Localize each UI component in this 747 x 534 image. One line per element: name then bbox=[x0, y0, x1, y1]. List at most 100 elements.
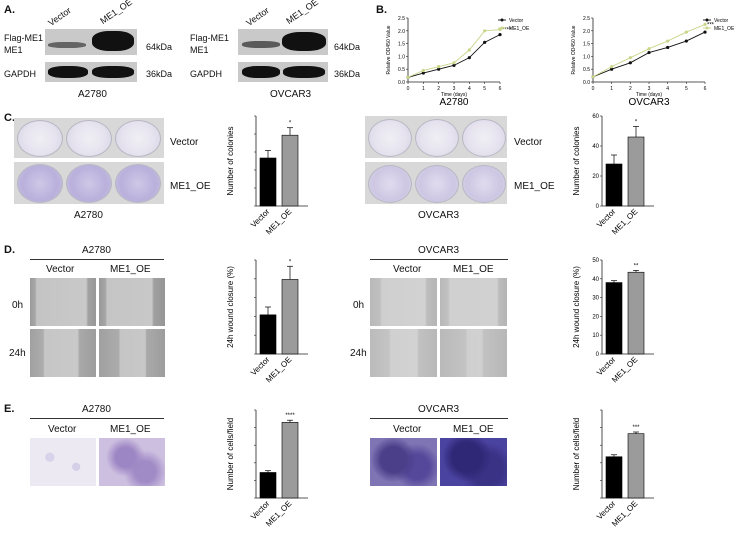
wound-col-me1-oe: ME1_OE bbox=[453, 264, 494, 275]
blot-col-vector: Vector bbox=[46, 5, 73, 28]
colony-dish bbox=[66, 164, 112, 203]
transwell-image bbox=[30, 438, 96, 486]
colony-dish bbox=[415, 119, 459, 157]
blot-col-me1-oe: ME1_OE bbox=[98, 0, 134, 26]
band-vector-gapdh bbox=[48, 66, 88, 78]
colony-dish bbox=[17, 164, 63, 203]
blot-cell-line: OVCAR3 bbox=[270, 89, 312, 100]
data-point-ME1_OE bbox=[703, 22, 707, 26]
x-tick-label: 5 bbox=[685, 86, 688, 92]
y-axis-label: Relative OD450 Value bbox=[571, 25, 577, 74]
x-tick-label: 5 bbox=[483, 86, 486, 92]
data-point-Vector bbox=[467, 56, 471, 60]
data-point-ME1_OE bbox=[684, 30, 688, 34]
y-tick-label: 60 bbox=[592, 114, 599, 120]
data-point-ME1_OE bbox=[437, 65, 441, 69]
data-point-ME1_OE bbox=[647, 47, 651, 51]
significance-marker: ** bbox=[634, 263, 639, 269]
y-axis-label: 24h wound closure (%) bbox=[226, 266, 235, 348]
x-tick-label: 4 bbox=[468, 86, 471, 92]
wound-row-0h: 0h bbox=[12, 300, 24, 311]
y-axis-label: 24h wound closure (%) bbox=[572, 266, 581, 348]
colony-dish bbox=[462, 119, 506, 157]
y-tick-label: 1.0 bbox=[398, 54, 405, 60]
plate-row-me1-oe bbox=[14, 162, 164, 204]
significance-marker: *** bbox=[632, 425, 640, 431]
data-point-Vector bbox=[437, 67, 441, 71]
chart-title: A2780 bbox=[440, 97, 469, 106]
bar-Vector bbox=[605, 163, 623, 207]
y-axis-label: Number of colonies bbox=[226, 127, 235, 196]
blot-row-flag-me1: Flag-ME1 bbox=[190, 33, 230, 43]
legend-marker bbox=[705, 26, 709, 30]
transwell-image bbox=[440, 438, 507, 486]
bar-ME1_OE bbox=[627, 433, 645, 499]
band-me1-oe-flag-me1 bbox=[282, 32, 326, 51]
x-tick-label: 6 bbox=[704, 86, 707, 92]
colony-dish bbox=[462, 165, 506, 203]
colony-dish bbox=[368, 119, 412, 157]
blot-size-64: 64kDa bbox=[146, 42, 173, 52]
wound-row-0h: 0h bbox=[353, 300, 365, 311]
data-point-Vector bbox=[703, 30, 707, 34]
data-point-ME1_OE bbox=[591, 75, 595, 79]
wound-header-rule bbox=[30, 259, 164, 260]
data-point-Vector bbox=[452, 63, 456, 67]
wound-image bbox=[30, 278, 96, 326]
wound-image bbox=[370, 329, 437, 377]
legend-label: ME1_OE bbox=[509, 26, 530, 32]
y-tick-label: 2.5 bbox=[398, 16, 405, 22]
y-tick-label: 20 bbox=[592, 314, 599, 320]
bar-Vector bbox=[259, 157, 277, 207]
panel-label-c: C. bbox=[4, 112, 15, 124]
significance-marker: **** bbox=[285, 413, 295, 419]
wound-header-rule bbox=[370, 259, 508, 260]
data-point-ME1_OE bbox=[666, 39, 670, 43]
colony-dish bbox=[115, 164, 161, 203]
wound-image bbox=[440, 329, 507, 377]
x-tick-label: 1 bbox=[422, 86, 425, 92]
transwell-image bbox=[370, 438, 437, 486]
data-point-ME1_OE bbox=[467, 48, 471, 52]
wound-col-vector: Vector bbox=[46, 264, 75, 275]
transwell-header-rule bbox=[30, 418, 164, 419]
x-tick-label: 4 bbox=[666, 86, 669, 92]
colony-dish bbox=[66, 120, 112, 157]
transwell-col-vector: Vector bbox=[393, 424, 422, 435]
wound-col-me1-oe: ME1_OE bbox=[110, 264, 151, 275]
bar-ME1_OE bbox=[281, 422, 299, 499]
data-point-Vector bbox=[421, 71, 425, 75]
data-point-Vector bbox=[666, 45, 670, 50]
y-axis-label: Number of colonies bbox=[572, 127, 581, 196]
blot-row-me1: ME1 bbox=[4, 45, 23, 55]
data-point-Vector bbox=[647, 50, 651, 55]
plate-row-vector bbox=[365, 116, 507, 158]
y-tick-label: 40 bbox=[592, 277, 599, 283]
significance-marker: * bbox=[635, 120, 638, 126]
x-tick-label: 3 bbox=[453, 86, 456, 92]
transwell-col-me1-oe: ME1_OE bbox=[453, 424, 494, 435]
bar-ME1_OE bbox=[627, 271, 645, 355]
bar-ME1_OE bbox=[627, 136, 645, 207]
colony-dish bbox=[415, 165, 459, 203]
y-axis-label: Relative OD450 Value bbox=[386, 25, 392, 74]
panel-label-a: A. bbox=[4, 4, 15, 16]
x-tick-label: 3 bbox=[648, 86, 651, 92]
data-point-ME1_OE bbox=[406, 75, 410, 79]
blot-col-vector: Vector bbox=[244, 5, 271, 28]
blot-col-me1-oe: ME1_OE bbox=[284, 0, 320, 26]
bar-ME1_OE bbox=[281, 134, 299, 207]
x-tick-label: 2 bbox=[437, 86, 440, 92]
wound-image bbox=[30, 329, 96, 377]
significance-marker: * bbox=[289, 259, 292, 265]
x-tick-label: 2 bbox=[629, 86, 632, 92]
x-tick-label: 6 bbox=[499, 86, 502, 92]
band-me1-oe-gapdh bbox=[92, 66, 134, 78]
x-axis-label: Time (days) bbox=[441, 92, 468, 98]
band-vector-gapdh bbox=[242, 66, 280, 78]
chart-b-ovcar3: 0.0 0.5 1.0 1.5 2.0 2.5 0 1 2 3 4 5 6 Time (days) Rela… bbox=[571, 16, 735, 106]
panel-label-d: D. bbox=[4, 244, 15, 256]
plate-row-label-me1-oe: ME1_OE bbox=[170, 181, 211, 192]
